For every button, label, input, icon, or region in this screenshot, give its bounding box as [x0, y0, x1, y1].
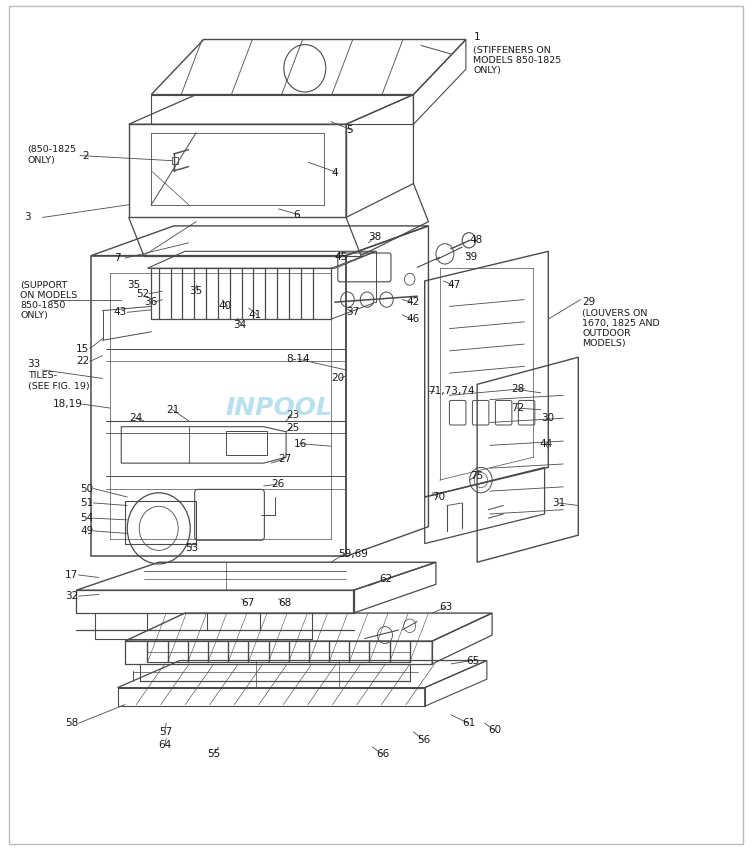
- Text: 48: 48: [470, 235, 483, 246]
- Text: 43: 43: [114, 308, 127, 317]
- Text: 35: 35: [189, 286, 202, 296]
- Text: 65: 65: [466, 655, 479, 666]
- Text: 72: 72: [511, 403, 524, 413]
- Text: 63: 63: [440, 602, 453, 612]
- Text: (850-1825: (850-1825: [28, 145, 77, 154]
- Text: 40: 40: [219, 302, 232, 311]
- Text: 15: 15: [76, 343, 89, 354]
- Text: 5: 5: [346, 125, 353, 135]
- Text: 1670, 1825 AND: 1670, 1825 AND: [582, 319, 660, 328]
- Text: 64: 64: [159, 740, 172, 751]
- Text: 30: 30: [541, 413, 554, 423]
- Text: 68: 68: [278, 598, 292, 608]
- Text: 39: 39: [465, 252, 478, 263]
- Text: 18,19: 18,19: [53, 399, 82, 409]
- Text: 67: 67: [241, 598, 254, 608]
- Text: 33: 33: [28, 359, 41, 369]
- Text: 66: 66: [376, 749, 390, 759]
- Text: 42: 42: [406, 298, 419, 307]
- Text: ONLY): ONLY): [28, 156, 56, 165]
- Text: 36: 36: [144, 298, 157, 307]
- Text: ON MODELS: ON MODELS: [20, 291, 77, 300]
- Text: 25: 25: [286, 422, 299, 433]
- Text: 49: 49: [80, 526, 93, 536]
- Text: 41: 41: [249, 310, 262, 320]
- Text: 31: 31: [552, 498, 566, 508]
- Text: 22: 22: [76, 356, 89, 366]
- Text: INPOOL: INPOOL: [225, 396, 332, 420]
- Text: 54: 54: [80, 513, 93, 524]
- Text: 17: 17: [65, 570, 78, 580]
- Text: 51: 51: [80, 498, 93, 508]
- Text: (STIFFENERS ON: (STIFFENERS ON: [474, 46, 551, 55]
- Text: 58: 58: [65, 718, 78, 728]
- Text: 44: 44: [539, 439, 553, 449]
- Text: 26: 26: [271, 479, 284, 490]
- Text: 52: 52: [136, 289, 150, 298]
- Text: 16: 16: [293, 439, 307, 449]
- Text: 24: 24: [129, 413, 142, 423]
- Text: (SUPPORT: (SUPPORT: [20, 280, 68, 290]
- Text: 56: 56: [417, 735, 430, 745]
- Text: 37: 37: [346, 308, 359, 317]
- Text: 45: 45: [335, 252, 348, 263]
- Text: 62: 62: [380, 575, 393, 584]
- Text: 1: 1: [474, 32, 480, 42]
- Text: 850-1850: 850-1850: [20, 301, 65, 310]
- Text: 2: 2: [82, 150, 89, 161]
- Text: 38: 38: [368, 232, 382, 242]
- Text: 75: 75: [470, 471, 483, 481]
- Bar: [172, 157, 178, 164]
- Text: 27: 27: [278, 454, 292, 464]
- Text: 60: 60: [488, 725, 502, 735]
- Text: 8-14: 8-14: [286, 354, 310, 364]
- Text: MODELS 850-1825: MODELS 850-1825: [474, 56, 562, 65]
- Text: 50: 50: [80, 484, 93, 494]
- Text: 57: 57: [159, 727, 172, 737]
- Text: 34: 34: [234, 320, 247, 330]
- Text: 32: 32: [65, 591, 78, 601]
- Text: 61: 61: [462, 718, 475, 728]
- Text: 23: 23: [286, 410, 299, 420]
- Text: OUTDOOR: OUTDOOR: [582, 329, 631, 338]
- Text: 70: 70: [432, 492, 445, 502]
- Text: 53: 53: [185, 543, 199, 552]
- Text: 46: 46: [406, 314, 419, 324]
- Text: 7: 7: [114, 253, 120, 264]
- Text: 55: 55: [208, 749, 220, 759]
- Text: 71,73,74: 71,73,74: [429, 386, 475, 396]
- Text: ONLY): ONLY): [474, 66, 502, 76]
- Text: 29: 29: [582, 298, 596, 307]
- Text: TILES-: TILES-: [28, 371, 56, 380]
- Text: (LOUVERS ON: (LOUVERS ON: [582, 309, 647, 318]
- Text: 6: 6: [293, 210, 300, 220]
- Text: 28: 28: [511, 384, 524, 394]
- Text: ONLY): ONLY): [20, 311, 48, 320]
- Text: 35: 35: [127, 280, 141, 290]
- Text: 47: 47: [447, 280, 460, 290]
- Bar: [226, 431, 268, 455]
- Text: 59,69: 59,69: [338, 549, 368, 558]
- Text: (SEE FIG. 19): (SEE FIG. 19): [28, 382, 89, 391]
- Text: MODELS): MODELS): [582, 339, 626, 348]
- Text: 4: 4: [331, 167, 338, 178]
- Text: 3: 3: [24, 212, 31, 223]
- Text: 21: 21: [166, 405, 180, 415]
- Text: 20: 20: [331, 373, 344, 383]
